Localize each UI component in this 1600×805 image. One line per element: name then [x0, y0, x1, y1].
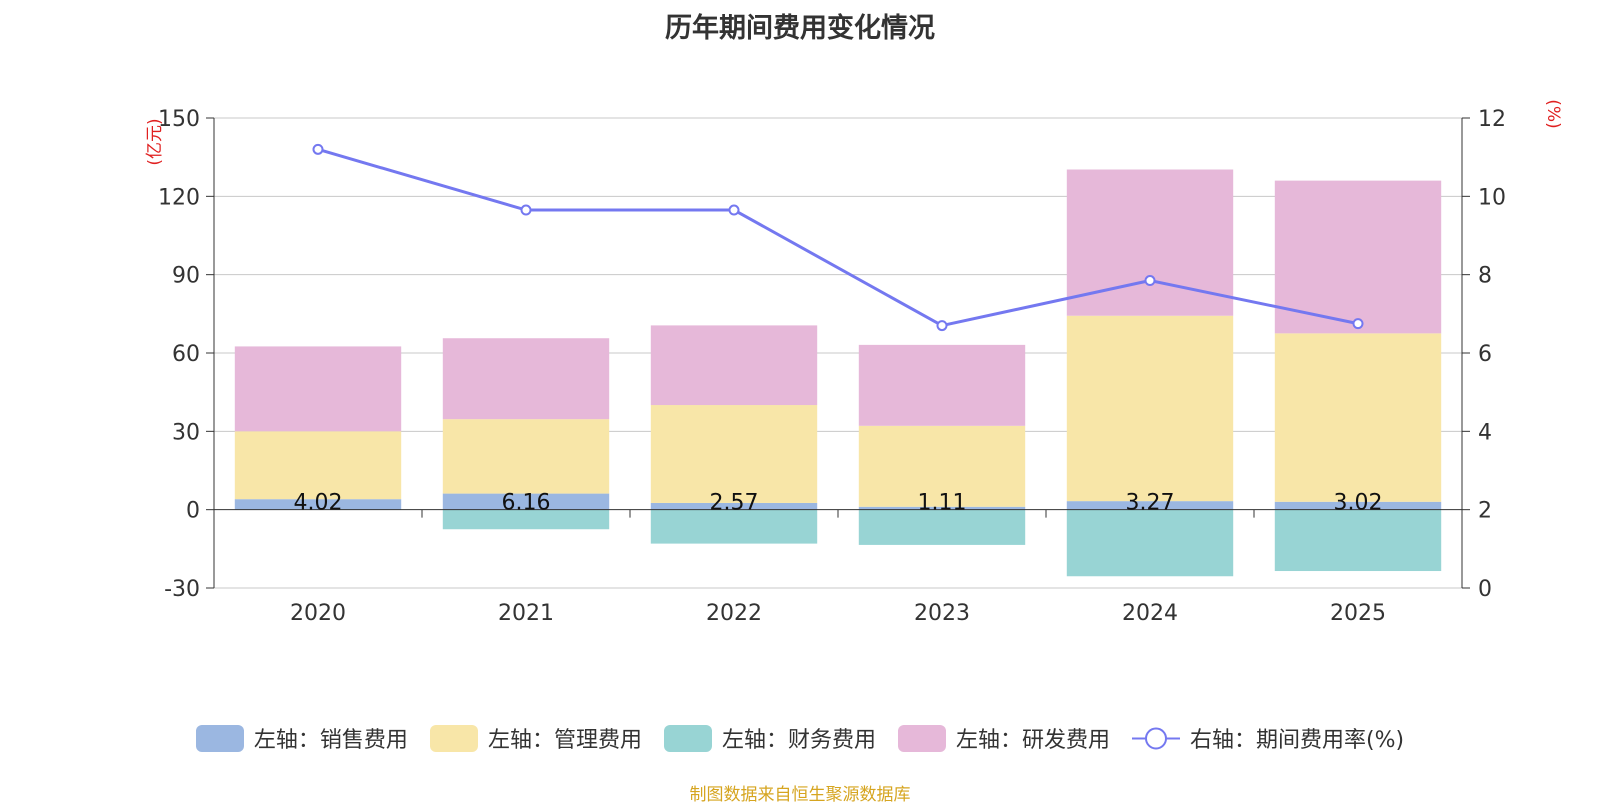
right-axis-unit-label: (%)	[1543, 99, 1563, 128]
legend-swatch-finance	[663, 724, 712, 752]
data-source-footer: 制图数据来自恒生聚源数据库	[689, 785, 911, 805]
bar-segment	[1066, 315, 1234, 502]
x-tick-label: 2020	[290, 601, 346, 626]
bar-segment	[1274, 509, 1442, 572]
legend-item-rate[interactable]: 右轴：期间费用率(%)	[1131, 722, 1405, 754]
bar-segment	[858, 506, 1026, 510]
legend-item-sales[interactable]: 左轴：销售费用	[195, 722, 408, 754]
legend-item-admin[interactable]: 左轴：管理费用	[429, 722, 642, 754]
left-axis-unit-label: (亿元)	[145, 118, 165, 165]
bar-segment	[234, 431, 402, 500]
rate-point	[936, 320, 948, 332]
data-label: 3.27	[1126, 491, 1175, 516]
x-tick-label: 2021	[498, 601, 554, 626]
legend-swatch-sales	[195, 724, 244, 752]
rate-point	[1352, 318, 1364, 330]
right-tick-label: 12	[1478, 107, 1506, 132]
data-label: 2.57	[710, 491, 759, 516]
bar-segment	[858, 509, 1026, 545]
chart-legend: 左轴：销售费用 左轴：管理费用 左轴：财务费用 左轴：研发费用 右轴：期间费用率…	[0, 722, 1600, 754]
bar-segment	[234, 346, 402, 432]
rate-point	[728, 204, 740, 216]
left-tick-label: 90	[172, 264, 200, 289]
bar-segment	[1274, 180, 1442, 334]
legend-swatch-admin	[429, 724, 478, 752]
bar-segment	[234, 499, 402, 510]
bar-segment	[650, 405, 818, 503]
rate-point	[312, 143, 324, 155]
legend-label-finance: 左轴：财务费用	[721, 728, 876, 753]
x-tick-label: 2022	[706, 601, 762, 626]
data-label: 6.16	[502, 491, 551, 516]
bar-segment	[650, 502, 818, 510]
bar-segment	[442, 419, 610, 494]
legend-line-circle-icon	[1131, 727, 1180, 749]
left-tick-label: 0	[186, 499, 200, 524]
x-tick-label: 2023	[914, 601, 970, 626]
left-tick-label: 30	[172, 420, 200, 445]
data-label: 3.02	[1334, 491, 1383, 516]
chart-plot: -30 0 30 60 90 120 150 0 2 4 6 8 10 12 (亿元) (%) 4.02 6.16…	[145, 99, 1563, 626]
right-tick-label: 4	[1478, 420, 1492, 445]
right-tick-label: 10	[1478, 185, 1506, 210]
left-tick-label: -30	[164, 577, 200, 602]
chart-title: 历年期间费用变化情况	[665, 13, 935, 44]
bar-segment	[442, 493, 610, 510]
left-tick-label: 120	[158, 185, 200, 210]
x-tick-label: 2025	[1330, 601, 1386, 626]
right-tick-label: 2	[1478, 499, 1492, 524]
right-tick-label: 8	[1478, 264, 1492, 289]
right-tick-label: 6	[1478, 342, 1492, 367]
legend-label-admin: 左轴：管理费用	[487, 728, 642, 753]
bar-segment	[1274, 333, 1442, 502]
bar-segment	[1066, 509, 1234, 577]
x-tick-label: 2024	[1122, 601, 1178, 626]
bar-segment	[650, 509, 818, 544]
legend-item-rnd[interactable]: 左轴：研发费用	[897, 722, 1110, 754]
rate-point	[520, 204, 532, 216]
legend-label-rnd: 左轴：研发费用	[955, 728, 1110, 753]
bar-segment	[442, 338, 610, 420]
right-tick-label: 0	[1478, 577, 1492, 602]
left-tick-label: 150	[158, 107, 200, 132]
legend-swatch-rnd	[897, 724, 946, 752]
legend-label-sales: 左轴：销售费用	[253, 728, 408, 753]
bar-segment	[1066, 501, 1234, 510]
legend-item-finance[interactable]: 左轴：财务费用	[663, 722, 876, 754]
rate-line	[317, 147, 1359, 328]
data-label: 4.02	[294, 491, 343, 516]
left-tick-label: 60	[172, 342, 200, 367]
bar-segment	[650, 325, 818, 406]
bar-segment	[442, 509, 610, 530]
data-label: 1.11	[918, 491, 967, 516]
legend-label-rate: 右轴：期间费用率(%)	[1189, 728, 1405, 753]
rate-point	[1144, 275, 1156, 287]
bar-segment	[858, 425, 1026, 507]
bar-segment	[1274, 501, 1442, 510]
bar-segment	[858, 344, 1026, 426]
